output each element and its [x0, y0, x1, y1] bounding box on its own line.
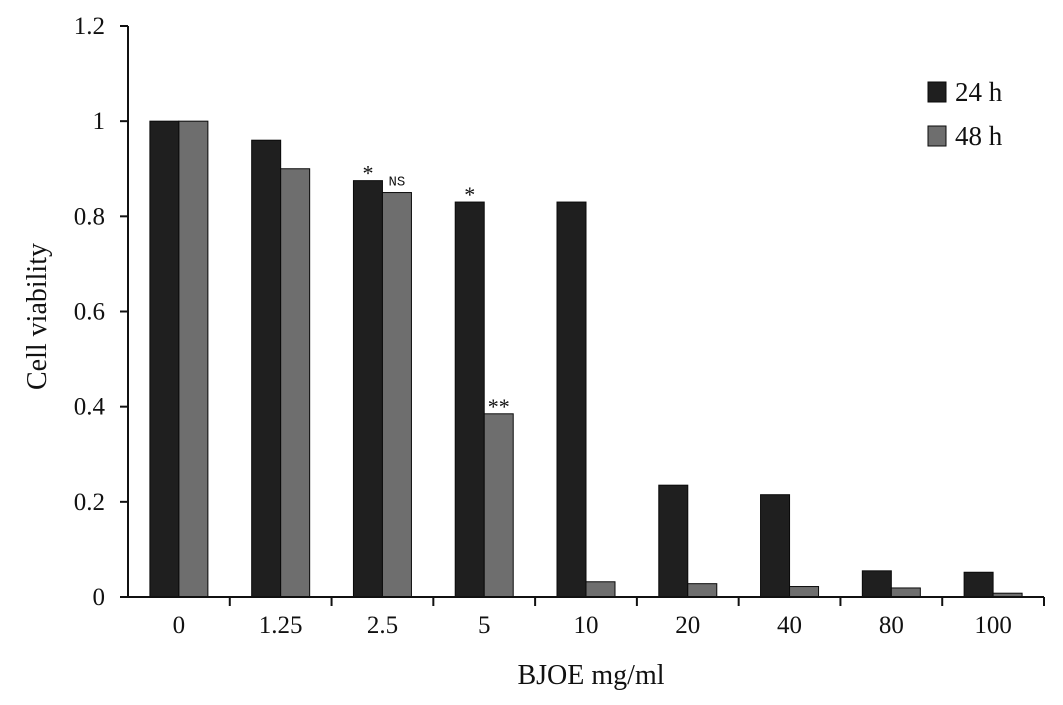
bar-48h-20: [687, 583, 718, 598]
legend-label: 48 h: [955, 121, 1003, 151]
legend-swatch: [927, 81, 947, 103]
bar-24h-1.25: [251, 139, 282, 598]
y-tick-label: 1: [93, 108, 106, 135]
x-tick-label: 0: [173, 612, 186, 639]
x-tick-label: 20: [675, 612, 700, 639]
bar-24h-100: [963, 571, 994, 598]
bar-24h-80: [861, 570, 892, 598]
x-tick-label: 5: [478, 612, 491, 639]
legend-swatch: [927, 125, 947, 147]
bar-24h-40: [760, 494, 791, 598]
y-tick-label: 0: [93, 584, 106, 611]
bar-48h-80: [890, 587, 921, 598]
x-tick-label: 80: [879, 612, 904, 639]
y-tick-label: 0.6: [74, 299, 105, 326]
y-tick-label: 0.8: [74, 203, 105, 230]
x-tick-label: 100: [974, 612, 1012, 639]
y-tick-label: 0.4: [74, 394, 106, 421]
y-tick-label: 0.2: [74, 489, 105, 516]
bar-24h-2.5: [352, 180, 383, 598]
bar-48h-40: [789, 586, 820, 598]
bar-24h-20: [658, 484, 689, 598]
x-axis-ticks: 0 1.25 2.5 5 10 20 40 80 100: [173, 597, 1045, 639]
x-axis-title: BJOE mg/ml: [517, 660, 664, 691]
significance-label: *: [362, 161, 373, 186]
significance-label: *: [464, 182, 475, 207]
bar-48h-10: [585, 581, 616, 598]
legend: 24 h 48 h: [927, 77, 1003, 151]
significance-label: NS: [389, 175, 406, 191]
bar-48h-2.5: [381, 192, 412, 598]
x-tick-label: 40: [777, 612, 802, 639]
y-tick-label: 1.2: [74, 13, 105, 40]
significance-label: **: [488, 394, 510, 419]
bar-24h-5: [454, 201, 485, 598]
bar-24h-10: [556, 201, 587, 598]
bars: [149, 120, 1023, 598]
y-axis-ticks: 0 0.2 0.4 0.6 0.8 1 1.2: [74, 13, 128, 611]
legend-label: 24 h: [955, 77, 1003, 107]
significance-annotations: * NS ***: [362, 161, 509, 419]
x-tick-label: 1.25: [259, 612, 303, 639]
x-tick-label: 2.5: [367, 612, 398, 639]
bar-48h-0: [178, 120, 209, 598]
bar-48h-5: [483, 413, 514, 598]
bar-48h-1.25: [280, 168, 311, 598]
bar-24h-0: [149, 120, 180, 598]
x-tick-label: 10: [574, 612, 599, 639]
y-axis-title: Cell viability: [22, 243, 53, 390]
